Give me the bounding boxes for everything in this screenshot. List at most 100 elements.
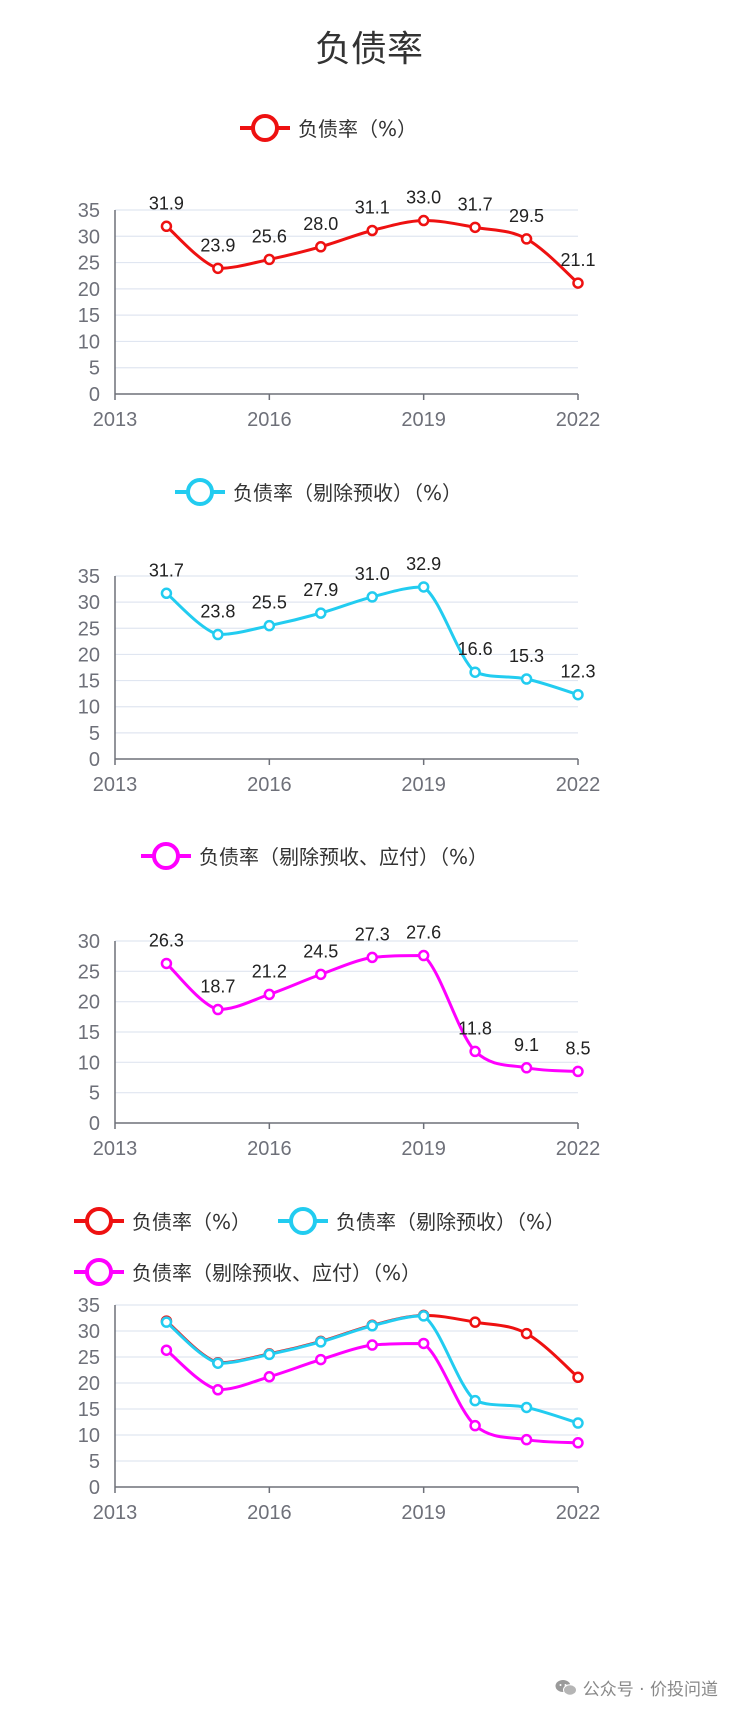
x-tick-label: 2022	[556, 774, 601, 796]
x-tick-label: 2022	[556, 1138, 601, 1160]
data-point[interactable]	[469, 1316, 481, 1328]
x-tick-label: 2013	[93, 774, 138, 796]
data-point[interactable]	[572, 277, 584, 289]
data-point[interactable]	[315, 1353, 327, 1366]
legend-item-0[interactable]: 负债率（%）	[240, 114, 417, 142]
data-point[interactable]	[366, 1339, 378, 1351]
data-point[interactable]	[469, 1394, 481, 1407]
data-point[interactable]	[572, 1065, 584, 1078]
data-label: 21.2	[252, 961, 287, 981]
y-tick-label: 30	[78, 226, 100, 248]
x-tick-label: 2013	[93, 1138, 138, 1160]
data-label: 31.7	[458, 194, 493, 214]
watermark-text: 公众号 · 价投问道	[582, 1680, 718, 1700]
y-tick-label: 10	[78, 331, 100, 353]
data-point[interactable]	[315, 968, 327, 981]
data-point[interactable]	[572, 1437, 584, 1449]
data-label: 25.6	[252, 226, 287, 246]
chart-combined: 负债率（%） 负债率（剔除预收）（%） 负债率（剔除预收、应付）（%） 0 5 10 15 2…	[74, 1207, 601, 1524]
y-tick-label: 10	[78, 1052, 100, 1074]
data-point[interactable]	[212, 262, 224, 275]
data-point[interactable]	[160, 1344, 173, 1356]
data-point[interactable]	[520, 1327, 533, 1340]
y-tick-label: 0	[89, 1113, 100, 1135]
x-tick-label: 2019	[401, 409, 446, 431]
legend-item-0[interactable]: 负债率（剔除预收、应付）（%）	[141, 842, 488, 870]
data-point[interactable]	[520, 233, 533, 245]
data-point[interactable]	[366, 224, 378, 237]
x-tick-label: 2022	[556, 409, 601, 431]
data-point[interactable]	[263, 988, 276, 1001]
data-label: 33.0	[406, 188, 441, 208]
data-point[interactable]	[315, 241, 327, 253]
data-point[interactable]	[160, 220, 173, 233]
y-tick-label: 0	[89, 749, 100, 771]
data-point[interactable]	[417, 949, 430, 962]
legend-circle-icon	[289, 1207, 317, 1235]
data-label: 26.3	[149, 930, 184, 950]
data-point[interactable]	[160, 1316, 173, 1328]
data-point[interactable]	[469, 1045, 481, 1058]
chart-debt-ratio-ex-advance: 负债率（剔除预收）（%） 0 5 10 15 20 25 30 35 2013 2016 2019 20…	[78, 478, 601, 796]
data-point[interactable]	[263, 1371, 276, 1383]
y-tick-label: 20	[78, 279, 100, 301]
y-tick-label: 10	[78, 697, 100, 719]
data-point[interactable]	[572, 1417, 584, 1429]
data-point[interactable]	[572, 688, 584, 701]
data-point[interactable]	[417, 581, 430, 593]
data-point[interactable]	[417, 1337, 430, 1350]
data-point[interactable]	[315, 1336, 327, 1348]
y-tick-label: 5	[89, 1083, 100, 1105]
data-point[interactable]	[469, 1419, 481, 1432]
x-tick-label: 2022	[556, 1502, 601, 1524]
y-tick-label: 15	[78, 1399, 100, 1421]
data-point[interactable]	[160, 587, 173, 600]
legend-label: 负债率（剔除预收、应付）（%）	[132, 1261, 421, 1285]
y-tick-label: 15	[78, 671, 100, 693]
data-point[interactable]	[417, 214, 430, 227]
data-point[interactable]	[263, 619, 276, 632]
data-point[interactable]	[520, 1401, 533, 1414]
data-point[interactable]	[572, 1371, 584, 1384]
legend-item-0[interactable]: 负债率（剔除预收）（%）	[175, 478, 462, 506]
x-tick-label: 2019	[401, 774, 446, 796]
data-point[interactable]	[212, 1003, 224, 1016]
data-point[interactable]	[160, 957, 173, 970]
data-point[interactable]	[212, 1384, 224, 1396]
y-tick-label: 20	[78, 992, 100, 1014]
y-tick-label: 30	[78, 1321, 100, 1343]
data-label: 27.6	[406, 923, 441, 943]
data-point[interactable]	[212, 628, 224, 641]
data-point[interactable]	[263, 1348, 276, 1361]
y-tick-label: 25	[78, 618, 100, 640]
data-point[interactable]	[315, 607, 327, 619]
data-point[interactable]	[366, 591, 378, 603]
data-point[interactable]	[366, 1320, 378, 1332]
data-point[interactable]	[366, 951, 378, 964]
legend-circle-icon	[85, 1207, 113, 1235]
legend-item-1[interactable]: 负债率（剔除预收）（%）	[278, 1207, 565, 1235]
x-tick-label: 2019	[401, 1138, 446, 1160]
data-point[interactable]	[469, 666, 481, 678]
data-point[interactable]	[520, 673, 533, 685]
legend-label: 负债率（%）	[132, 1210, 251, 1234]
y-tick-label: 0	[89, 1477, 100, 1499]
y-tick-label: 5	[89, 1451, 100, 1473]
data-label: 31.7	[149, 560, 184, 580]
data-label: 31.9	[149, 193, 184, 213]
data-point[interactable]	[263, 253, 276, 266]
y-tick-label: 25	[78, 1347, 100, 1369]
data-point[interactable]	[520, 1433, 533, 1446]
legend-circle-icon	[251, 114, 279, 142]
legend-item-0[interactable]: 负债率（%）	[74, 1207, 251, 1235]
data-point[interactable]	[520, 1062, 533, 1074]
y-tick-label: 0	[89, 384, 100, 406]
data-label: 28.0	[303, 214, 338, 234]
data-point[interactable]	[417, 1310, 430, 1322]
legend-label: 负债率（%）	[298, 117, 417, 141]
data-point[interactable]	[212, 1357, 224, 1369]
data-label: 23.8	[200, 602, 235, 622]
series-line-s3	[165, 1341, 579, 1445]
data-point[interactable]	[469, 221, 481, 234]
legend-item-2[interactable]: 负债率（剔除预收、应付）（%）	[74, 1258, 421, 1286]
